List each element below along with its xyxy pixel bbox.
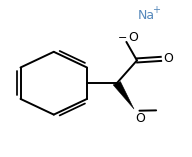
Text: +: + [152,5,160,15]
Text: O: O [163,52,173,65]
Text: Na: Na [138,9,155,22]
Text: O: O [128,32,138,44]
Polygon shape [113,81,134,109]
Text: −: − [118,33,128,43]
Text: O: O [135,112,145,125]
